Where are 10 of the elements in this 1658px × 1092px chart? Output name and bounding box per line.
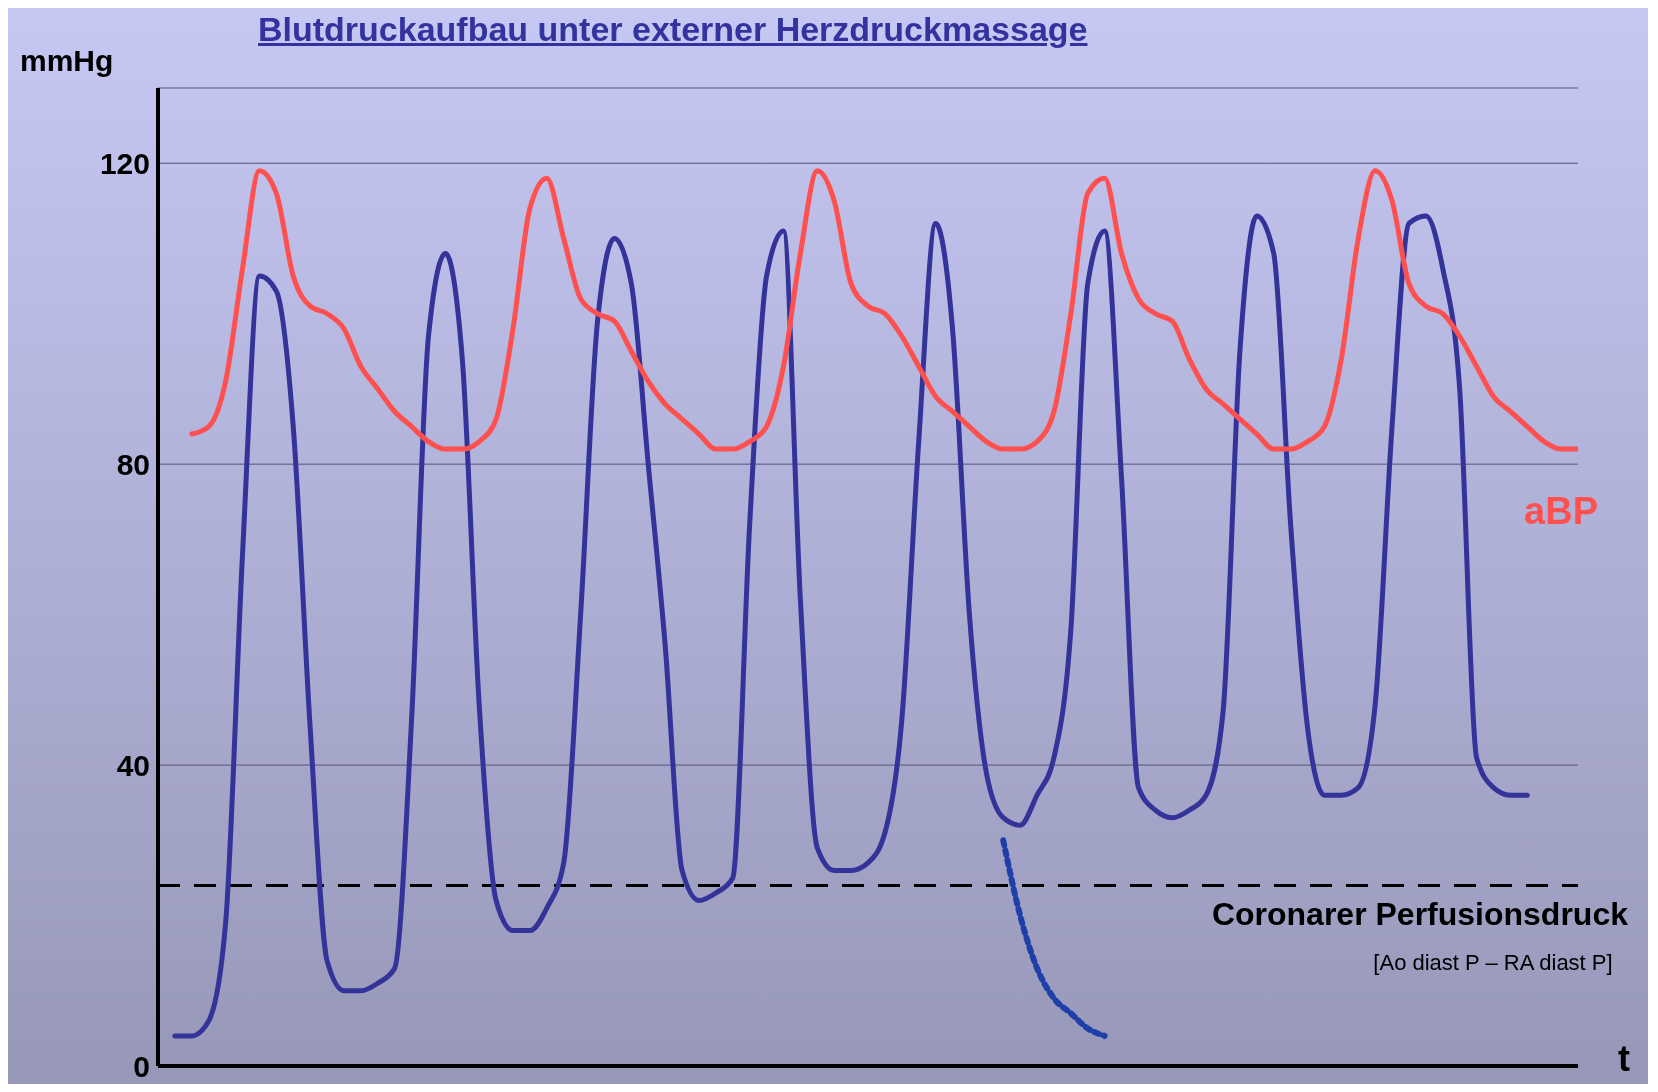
ref-line-label: Coronarer Perfusionsdruck xyxy=(1211,896,1629,933)
y-axis-title: mmHg xyxy=(20,44,114,78)
series-label: aBP xyxy=(1524,490,1598,533)
y-tick-label: 40 xyxy=(116,748,150,782)
y-tick-label: 80 xyxy=(116,447,150,481)
x-axis-title: t xyxy=(1618,1038,1630,1080)
y-tick-label: 0 xyxy=(133,1049,150,1083)
chart-title: Blutdruckaufbau unter externer Herzdruckmassage xyxy=(258,10,1088,49)
annotation: [Ao diast P – RA diast P] xyxy=(1373,950,1613,976)
y-tick-label: 120 xyxy=(99,146,150,180)
